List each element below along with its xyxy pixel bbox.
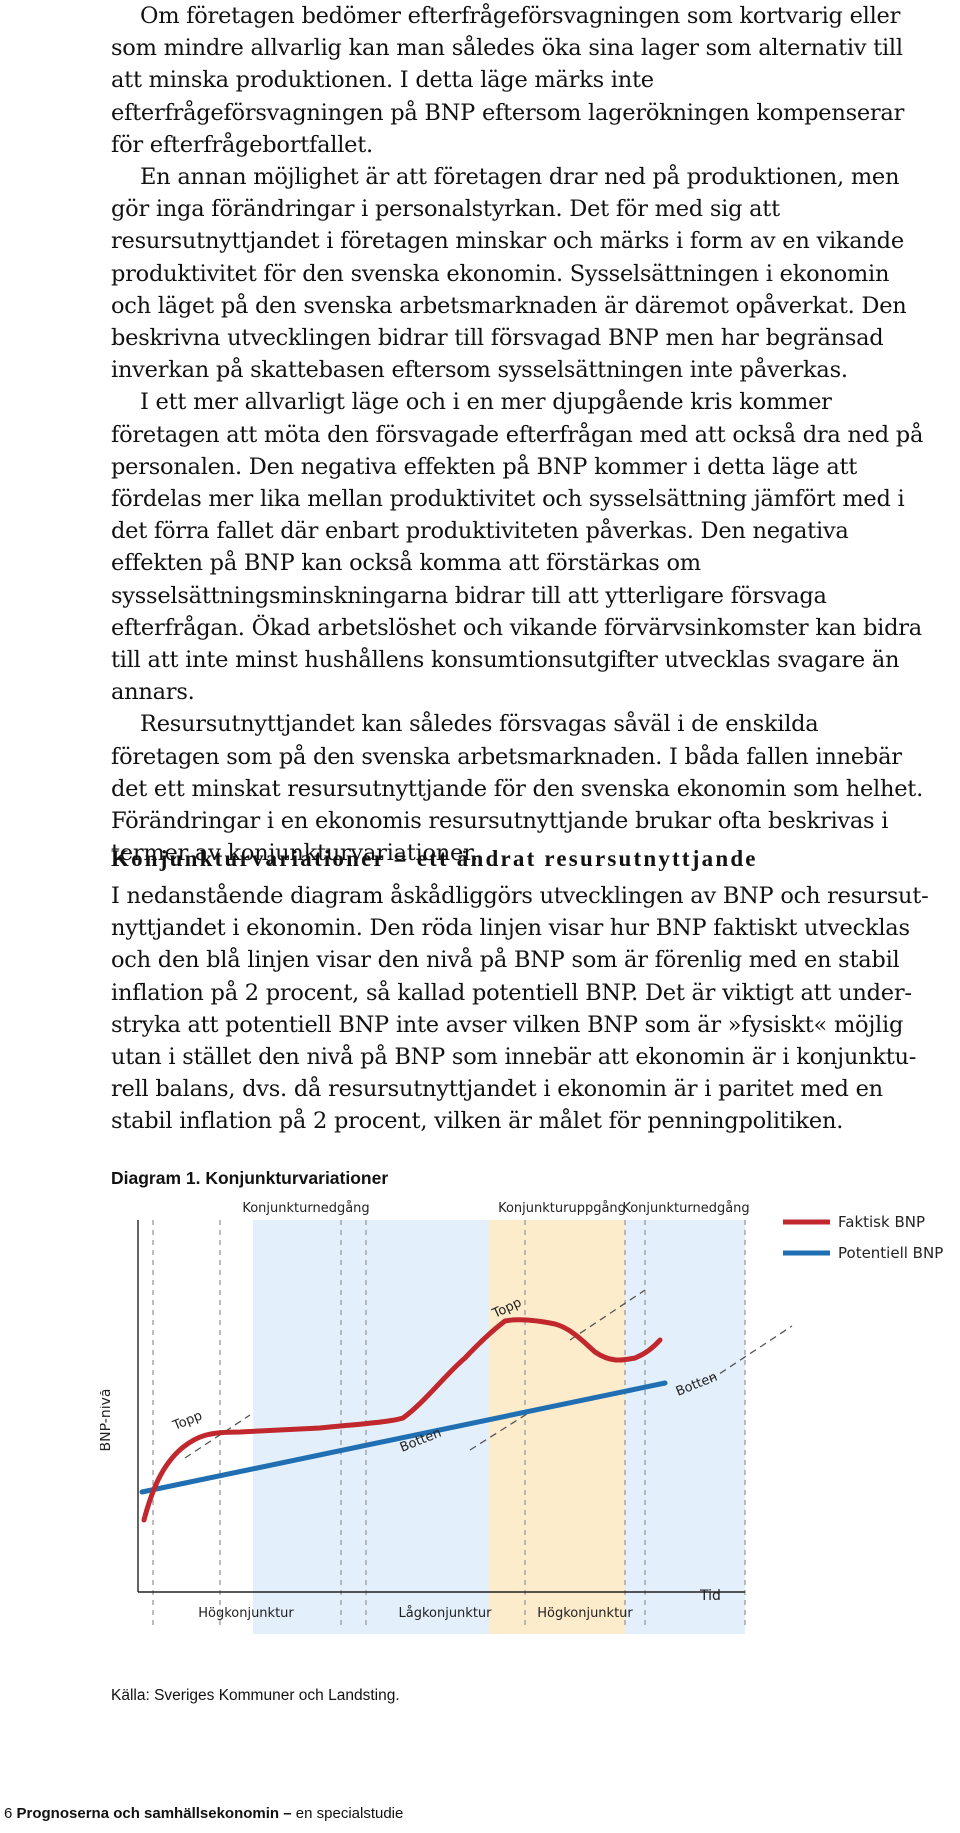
- legend-label-faktisk: Faktisk BNP: [838, 1213, 925, 1231]
- diagram-caption: Diagram 1. Konjunkturvariationer: [111, 1168, 389, 1188]
- paragraph-3: I ett mer allvarligt läge och i en mer d…: [111, 389, 924, 706]
- chart-legend: Faktisk BNP Potentiell BNP: [783, 1213, 943, 1262]
- tangent-lines: [184, 1289, 793, 1459]
- phase-top-label: Konjunkturnedgång: [242, 1201, 369, 1216]
- phase-bottom-label: Högkonjunktur: [537, 1606, 633, 1621]
- footer-dash: –: [283, 1805, 292, 1822]
- body-text-section: I nedanstående diagram åskådliggörs utve…: [111, 880, 931, 1138]
- footer-subtitle: en specialstudie: [295, 1805, 404, 1822]
- page-number: 6: [4, 1805, 13, 1822]
- y-axis-label: BNP-nivå: [100, 1389, 114, 1452]
- legend-label-potentiell: Potentiell BNP: [838, 1244, 943, 1262]
- paragraph-2: En annan möjlighet är att företagen drar…: [111, 164, 907, 384]
- business-cycle-chart: Konjunkturnedgång Konjunkturuppgång Konj…: [100, 1190, 960, 1670]
- band-upturn: [489, 1220, 625, 1634]
- x-axis-label: Tid: [699, 1588, 721, 1604]
- phase-bottom-label: Lågkonjunktur: [398, 1606, 492, 1621]
- band-downturn-2: [625, 1220, 745, 1634]
- section-paragraph: I nedanstående diagram åskådliggörs utve…: [111, 883, 929, 1135]
- phase-top-label: Konjunkturuppgång: [498, 1201, 626, 1216]
- phase-top-label: Konjunkturnedgång: [622, 1201, 749, 1216]
- chart-svg: Konjunkturnedgång Konjunkturuppgång Konj…: [100, 1201, 943, 1634]
- tangent-line: [569, 1289, 646, 1341]
- source-note: Källa: Sveriges Kommuner och Landsting.: [111, 1687, 400, 1704]
- tangent-line: [184, 1414, 251, 1459]
- page-footer: 6 Prognoserna och samhällsekonomin – en …: [4, 1805, 403, 1822]
- paragraph-1: Om företagen bedömer efterfrågeförsvagni…: [111, 3, 905, 158]
- section-heading: Konjunkturvariationer = ett ändrat resur…: [111, 846, 758, 871]
- footer-title: Prognoserna och samhällsekonomin: [16, 1805, 280, 1822]
- annotation-topp: Topp: [170, 1408, 205, 1434]
- tangent-line: [709, 1325, 793, 1381]
- body-text-top: Om företagen bedömer efterfrågeförsvagni…: [111, 0, 931, 869]
- series-line-potentiell-bnp: [139, 1380, 668, 1495]
- phase-bottom-label: Högkonjunktur: [198, 1606, 294, 1621]
- series-line-faktisk-bnp: [141, 1317, 663, 1523]
- paragraph-4: Resursutnyttjandet kan således försvagas…: [111, 711, 924, 867]
